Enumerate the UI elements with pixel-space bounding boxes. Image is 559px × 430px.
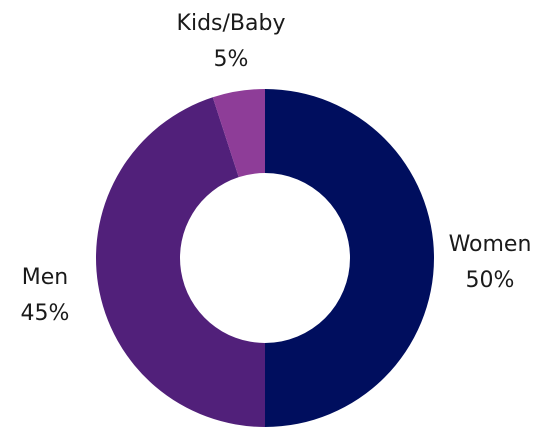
value-men: 45% [21,301,70,326]
value-women: 50% [466,268,515,293]
slice-women [265,89,434,427]
label-women: Women [449,232,532,257]
slice-kids-baby [212,89,265,178]
label-men: Men [22,265,68,290]
donut-slices [95,89,434,427]
label-kids-baby: Kids/Baby [177,11,286,36]
slice-men [95,97,265,427]
value-kids-baby: 5% [214,47,249,72]
